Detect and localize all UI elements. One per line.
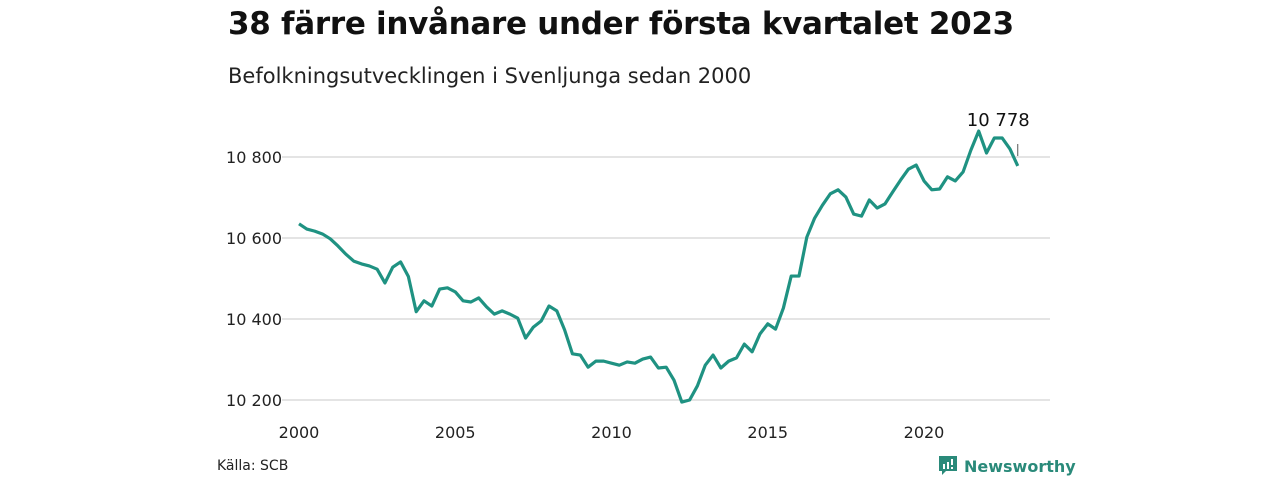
newsworthy-icon [939, 456, 957, 475]
series-line [298, 129, 1020, 404]
newsworthy-logo: Newsworthy [938, 455, 1076, 477]
x-tick-label: 2005 [435, 423, 476, 442]
last-value-annotation: 10 778 [967, 110, 1030, 131]
source-label: Källa: SCB [217, 458, 289, 474]
y-tick-label: 10 600 [226, 229, 282, 248]
brand-name: Newsworthy [964, 456, 1076, 476]
chart-subtitle: Befolkningsutvecklingen i Svenljunga sed… [228, 64, 752, 88]
x-tick-label: 2000 [279, 423, 320, 442]
y-tick-label: 10 800 [226, 148, 282, 167]
y-tick-label: 10 400 [226, 310, 282, 329]
chart-title: 38 färre invånare under första kvartalet… [228, 6, 1014, 42]
x-tick-label: 2010 [591, 423, 632, 442]
y-tick-label: 10 200 [226, 391, 282, 410]
x-tick-label: 2015 [747, 423, 788, 442]
x-tick-label: 2020 [904, 423, 945, 442]
